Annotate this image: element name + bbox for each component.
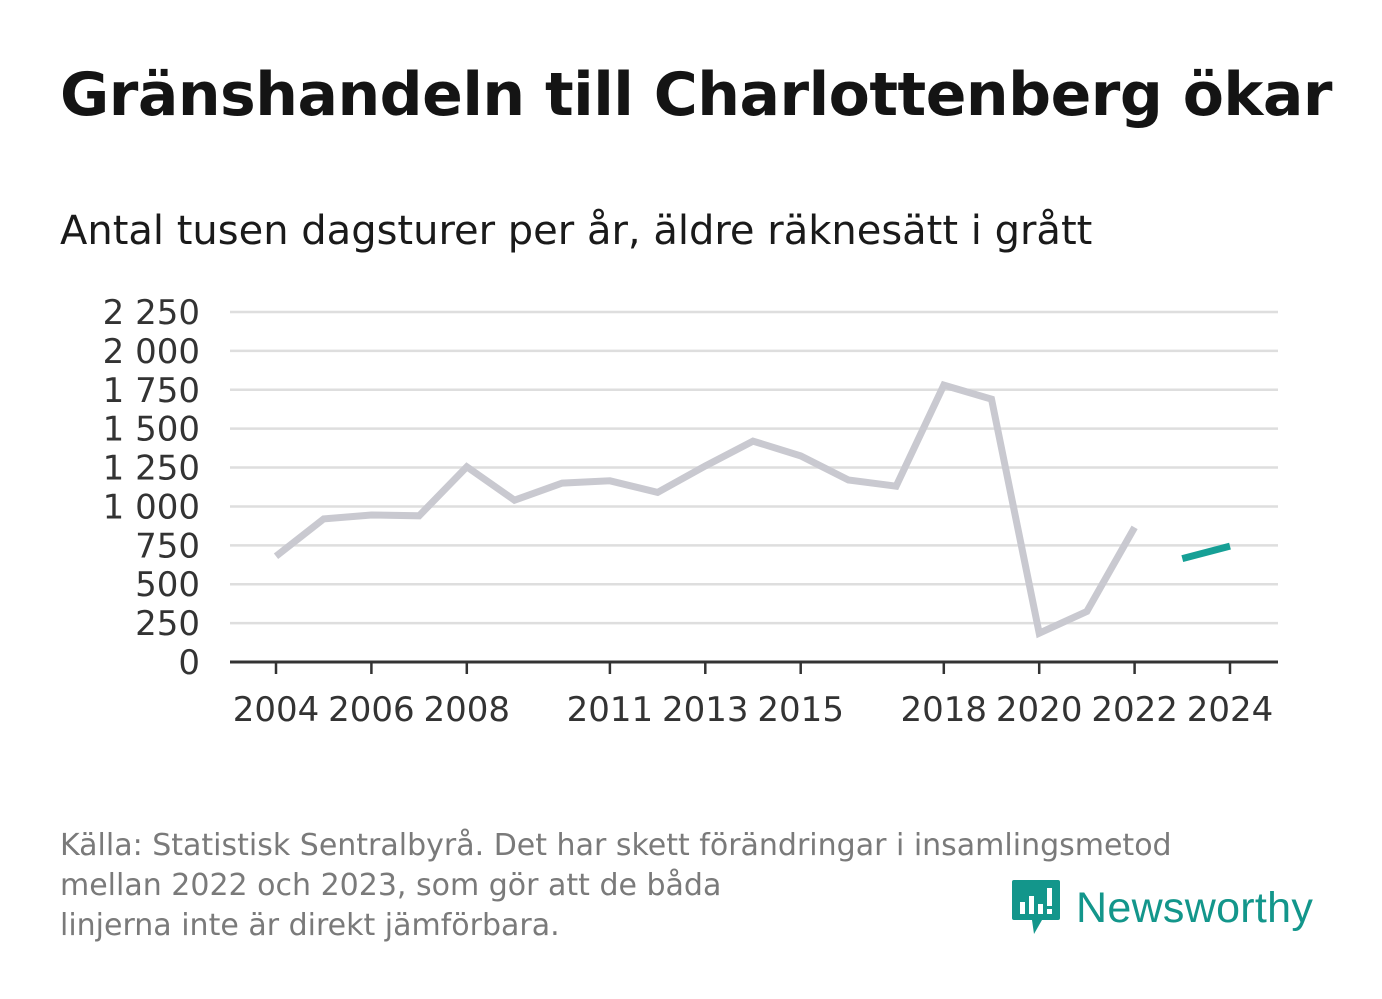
x-tick-label: 2013 [662,690,749,730]
y-tick-label: 1 750 [103,371,200,411]
series-lines [273,380,1231,639]
y-tick-label: 1 250 [103,449,200,489]
y-tick-label: 1 000 [103,487,200,527]
chart-title: Gränshandeln till Charlottenberg ökar [60,60,1332,130]
y-tick-label: 250 [135,604,200,644]
source-line-2: mellan 2022 och 2023, som gör att de båd… [60,868,722,903]
y-tick-label: 1 500 [103,410,200,450]
x-tick-label: 2015 [757,690,844,730]
gridlines [230,310,1278,625]
x-tick-label: 2022 [1091,690,1178,730]
y-tick-label: 2 000 [103,332,200,372]
x-tick-label: 2011 [567,690,654,730]
x-tick-label: 2024 [1187,690,1274,730]
x-tick-label: 2008 [424,690,511,730]
bar-chart-badge-icon [1012,880,1060,934]
x-axis: 2004 2006 2008 2011 2013 2015 2018 2020 2022 2024 [230,660,1278,730]
y-tick-label: 500 [135,565,200,605]
y-tick-label: 750 [135,526,200,566]
series-line-old-method [273,380,1138,639]
source-line-1: Källa: Statistisk Sentralbyrå. Det har s… [60,828,1172,863]
x-tick-label: 2006 [328,690,415,730]
logo-name: Newsworthy [1076,883,1314,932]
x-tick-label: 2020 [996,690,1083,730]
x-tick-label: 2018 [901,690,988,730]
y-tick-label: 0 [178,643,200,683]
x-tick-label: 2004 [233,690,320,730]
chart-subtitle: Antal tusen dagsturer per år, äldre räkn… [60,208,1093,254]
y-tick-label: 2 250 [103,293,200,333]
series-line-new-method [1181,542,1231,562]
source-line-3: linjerna inte är direkt jämförbara. [60,908,560,943]
newsworthy-logo: Newsworthy [1010,878,1313,938]
source-note: Källa: Statistisk Sentralbyrå. Det har s… [60,826,1220,946]
